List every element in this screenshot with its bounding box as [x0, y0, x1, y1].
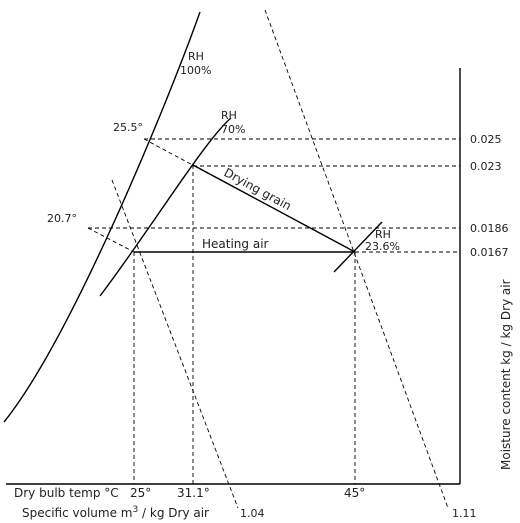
specific-volume-axis-title: Specific volume m3 / kg Dry air [22, 505, 209, 520]
moisture-axis-title: Moisture content kg / kg Dry air [499, 279, 513, 470]
volume-tick-1-04: 1.04 [240, 507, 265, 520]
volume-tick-1-11: 1.11 [452, 507, 477, 520]
moisture-tick-0025: 0.025 [470, 133, 502, 146]
rh-70-label-b: 70% [221, 123, 245, 136]
rh-100-curve [3, 11, 201, 423]
specific-volume-line-1-04 [111, 179, 239, 509]
dry-bulb-axis-title: Dry bulb temp °C [14, 486, 119, 500]
rh-70-curve [99, 117, 232, 297]
temp-label-20-7: 20.7° [47, 212, 77, 225]
temp-tick-25: 25° [130, 486, 151, 500]
specific-volume-line-1-11 [264, 9, 449, 509]
rh-23-6-curve [333, 221, 383, 273]
specific-volume-prefix: Specific volume m [22, 506, 132, 520]
moisture-tick-00186: 0.0186 [470, 222, 509, 235]
temp-tick-45: 45° [344, 486, 365, 500]
temp-tick-31-1: 31.1° [177, 486, 210, 500]
wet-bulb-line-25-5 [143, 138, 356, 253]
moisture-tick-00167: 0.0167 [470, 246, 509, 259]
rh-100-label-a: RH [188, 50, 204, 63]
rh-23-6-label-a: RH [375, 228, 391, 241]
rh-100-label-b: 100% [180, 64, 211, 77]
specific-volume-sup: 3 [132, 505, 138, 515]
rh-70-label-a: RH [221, 109, 237, 122]
heating-air-label: Heating air [202, 237, 269, 251]
wet-bulb-line-20-7 [87, 227, 135, 253]
moisture-tick-0023: 0.023 [470, 160, 502, 173]
rh-23-6-label-b: 23.6% [365, 240, 400, 253]
drying-grain-label: Drying grain [222, 165, 294, 213]
specific-volume-suffix: / kg Dry air [138, 506, 209, 520]
temp-label-25-5: 25.5° [113, 121, 143, 134]
